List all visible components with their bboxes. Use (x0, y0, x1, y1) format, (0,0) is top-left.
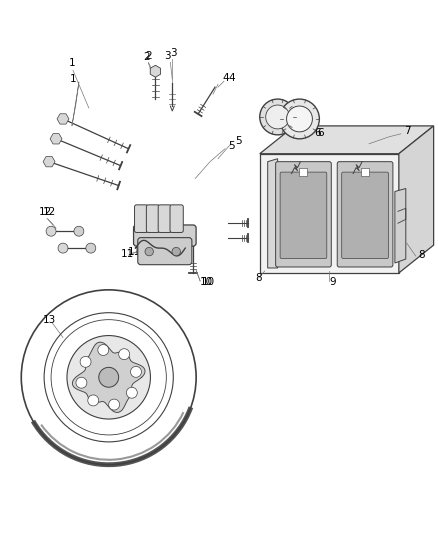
Text: 9: 9 (329, 277, 336, 287)
FancyBboxPatch shape (134, 225, 196, 246)
Text: 7: 7 (404, 126, 410, 136)
Circle shape (80, 357, 91, 367)
Circle shape (88, 395, 99, 406)
FancyBboxPatch shape (134, 205, 148, 232)
Text: 12: 12 (39, 207, 53, 217)
FancyBboxPatch shape (146, 205, 159, 232)
FancyBboxPatch shape (276, 161, 331, 267)
FancyBboxPatch shape (342, 172, 389, 259)
Bar (361, 168, 369, 175)
Text: 5: 5 (228, 141, 235, 151)
Text: 6: 6 (318, 128, 324, 138)
Circle shape (76, 377, 87, 388)
Polygon shape (268, 159, 278, 268)
FancyBboxPatch shape (280, 172, 327, 259)
Text: 3: 3 (164, 51, 171, 61)
Circle shape (98, 344, 109, 356)
Polygon shape (395, 189, 406, 263)
Circle shape (109, 399, 120, 410)
Polygon shape (399, 126, 434, 273)
Text: 10: 10 (200, 277, 213, 287)
Text: 2: 2 (145, 51, 152, 61)
Circle shape (58, 243, 68, 253)
Circle shape (119, 349, 130, 360)
FancyBboxPatch shape (337, 161, 393, 267)
Text: 11: 11 (120, 249, 134, 259)
Circle shape (46, 226, 56, 236)
Text: 5: 5 (235, 136, 241, 146)
Text: 1: 1 (70, 74, 76, 84)
Circle shape (172, 247, 180, 256)
Text: 2: 2 (144, 52, 150, 62)
Circle shape (266, 105, 290, 129)
FancyBboxPatch shape (170, 205, 183, 232)
Text: 6: 6 (314, 128, 321, 138)
Circle shape (286, 106, 312, 132)
Text: 8: 8 (419, 250, 425, 260)
Circle shape (86, 243, 96, 253)
Circle shape (260, 99, 296, 135)
Text: 1: 1 (69, 58, 76, 68)
Text: 4: 4 (228, 73, 235, 83)
Text: 3: 3 (170, 49, 177, 58)
Polygon shape (72, 342, 145, 413)
Text: 13: 13 (43, 314, 57, 325)
Text: 10: 10 (202, 277, 215, 287)
FancyBboxPatch shape (158, 205, 171, 232)
Circle shape (74, 226, 84, 236)
Polygon shape (260, 126, 434, 154)
Circle shape (67, 336, 150, 419)
Circle shape (131, 366, 141, 377)
Text: 8: 8 (255, 273, 261, 283)
Circle shape (279, 99, 319, 139)
FancyBboxPatch shape (138, 238, 192, 265)
Polygon shape (260, 154, 399, 273)
Text: 12: 12 (43, 207, 57, 217)
Text: 4: 4 (222, 73, 229, 83)
Text: 11: 11 (127, 247, 141, 257)
Circle shape (145, 247, 153, 256)
Bar (300, 168, 307, 175)
Circle shape (99, 367, 119, 387)
Circle shape (127, 387, 137, 398)
